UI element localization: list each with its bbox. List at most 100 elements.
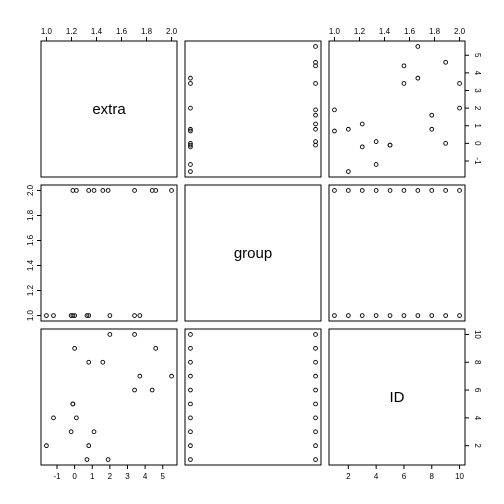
tick-label-right-extra: 0 bbox=[473, 141, 482, 146]
point-extra-vs-ID bbox=[332, 107, 337, 113]
point-extra-vs-ID bbox=[429, 126, 435, 132]
tick-label-left-group: 1.4 bbox=[26, 259, 35, 271]
tick-label-top-group: 1.8 bbox=[141, 27, 153, 36]
tick-label-right-extra: 1 bbox=[473, 124, 482, 129]
point-group-vs-ID bbox=[345, 313, 351, 318]
tick-label-right-ID: 2 bbox=[473, 443, 482, 448]
point-ID-vs-group bbox=[188, 387, 193, 393]
point-group-vs-ID bbox=[443, 188, 449, 193]
point-extra-vs-group bbox=[188, 169, 193, 174]
tick-label-top-group: 1.6 bbox=[404, 27, 416, 36]
point-extra-vs-group bbox=[188, 142, 193, 148]
point-ID-vs-group bbox=[188, 345, 193, 351]
point-ID-vs-group bbox=[313, 359, 318, 365]
tick-label-right-ID: 4 bbox=[473, 416, 482, 421]
point-group-vs-extra bbox=[51, 313, 56, 318]
point-extra-vs-ID bbox=[359, 121, 365, 127]
tick-label-bottom-extra: 1 bbox=[90, 472, 95, 481]
point-ID-vs-group bbox=[313, 401, 318, 407]
diagonal-label-ID: ID bbox=[390, 389, 405, 406]
point-ID-vs-extra bbox=[86, 443, 92, 449]
point-group-vs-extra bbox=[153, 188, 159, 193]
point-ID-vs-group bbox=[188, 401, 193, 407]
tick-label-right-extra: 5 bbox=[473, 53, 482, 58]
point-group-vs-extra bbox=[132, 313, 137, 318]
point-group-vs-ID bbox=[373, 188, 379, 193]
point-ID-vs-group bbox=[313, 387, 318, 393]
point-group-vs-extra bbox=[70, 313, 76, 318]
tick-label-bottom-ID: 4 bbox=[374, 472, 379, 481]
point-ID-vs-extra bbox=[74, 415, 79, 421]
point-ID-vs-extra bbox=[137, 373, 143, 379]
point-ID-vs-group bbox=[188, 429, 193, 435]
point-ID-vs-extra bbox=[70, 401, 76, 407]
panel-group-vs-ID bbox=[328, 184, 466, 322]
point-group-vs-extra bbox=[44, 313, 49, 318]
point-ID-vs-group bbox=[188, 359, 193, 365]
point-extra-vs-ID bbox=[359, 144, 365, 150]
point-extra-vs-group bbox=[188, 128, 193, 134]
point-ID-vs-extra bbox=[105, 457, 111, 462]
tick-label-right-ID: 10 bbox=[473, 330, 482, 339]
tick-label-top-group: 1.0 bbox=[329, 27, 341, 36]
point-group-vs-extra bbox=[70, 188, 76, 193]
point-ID-vs-extra bbox=[169, 373, 174, 379]
point-ID-vs-extra bbox=[132, 332, 137, 337]
point-extra-vs-group bbox=[313, 107, 318, 113]
tick-label-top-group: 1.4 bbox=[379, 27, 391, 36]
tick-label-bottom-extra: 2 bbox=[108, 472, 113, 481]
point-ID-vs-group bbox=[313, 457, 318, 462]
point-extra-vs-ID bbox=[387, 142, 393, 148]
point-group-vs-ID bbox=[457, 188, 462, 193]
tick-label-left-group: 1.6 bbox=[26, 234, 35, 246]
point-ID-vs-group bbox=[313, 443, 318, 449]
tick-label-bottom-extra: 5 bbox=[161, 472, 166, 481]
panel-ID-vs-extra bbox=[40, 328, 178, 466]
point-ID-vs-extra bbox=[149, 387, 155, 393]
point-extra-vs-ID bbox=[429, 112, 435, 118]
point-extra-vs-ID bbox=[332, 128, 337, 134]
point-extra-vs-ID bbox=[415, 75, 421, 81]
point-group-vs-ID bbox=[415, 188, 421, 193]
point-ID-vs-group bbox=[188, 443, 193, 449]
panel-ID-vs-ID bbox=[328, 328, 466, 466]
tick-label-bottom-ID: 6 bbox=[402, 472, 407, 481]
diagonal-label-extra: extra bbox=[92, 101, 126, 118]
tick-label-bottom-ID: 10 bbox=[455, 472, 464, 481]
point-ID-vs-extra bbox=[68, 429, 74, 435]
point-ID-vs-group bbox=[188, 415, 193, 421]
tick-label-top-group: 1.2 bbox=[354, 27, 366, 36]
point-ID-vs-extra bbox=[84, 457, 90, 462]
point-extra-vs-group bbox=[188, 105, 193, 111]
tick-label-left-group: 1.8 bbox=[26, 209, 35, 221]
point-extra-vs-ID bbox=[415, 44, 421, 49]
point-ID-vs-group bbox=[313, 415, 318, 421]
point-group-vs-extra bbox=[86, 188, 92, 193]
point-group-vs-extra bbox=[91, 188, 97, 193]
diagonal-label-group: group bbox=[234, 245, 272, 262]
tick-label-bottom-extra: 0 bbox=[72, 472, 77, 481]
tick-label-left-group: 2.0 bbox=[26, 184, 35, 196]
point-group-vs-ID bbox=[373, 313, 379, 318]
point-extra-vs-ID bbox=[443, 59, 449, 65]
point-ID-vs-group bbox=[188, 332, 193, 337]
point-group-vs-ID bbox=[429, 313, 435, 318]
point-ID-vs-extra bbox=[91, 429, 97, 435]
tick-label-top-group: 2.0 bbox=[166, 27, 178, 36]
point-ID-vs-extra bbox=[72, 345, 77, 351]
point-extra-vs-ID bbox=[401, 63, 407, 69]
point-ID-vs-group bbox=[313, 332, 318, 337]
panel-group-vs-group bbox=[184, 184, 322, 322]
point-group-vs-extra bbox=[100, 188, 106, 193]
tick-label-bottom-extra: -1 bbox=[53, 472, 61, 481]
point-ID-vs-extra bbox=[107, 332, 113, 337]
point-group-vs-extra bbox=[107, 313, 113, 318]
panel-extra-vs-group bbox=[184, 40, 322, 178]
tick-label-top-group: 1.2 bbox=[66, 27, 78, 36]
point-group-vs-ID bbox=[457, 313, 462, 318]
tick-label-right-extra: 3 bbox=[473, 88, 482, 93]
tick-label-top-group: 1.8 bbox=[429, 27, 441, 36]
tick-label-bottom-extra: 4 bbox=[143, 472, 148, 481]
tick-label-right-extra: -1 bbox=[473, 157, 482, 165]
point-ID-vs-extra bbox=[51, 415, 56, 421]
